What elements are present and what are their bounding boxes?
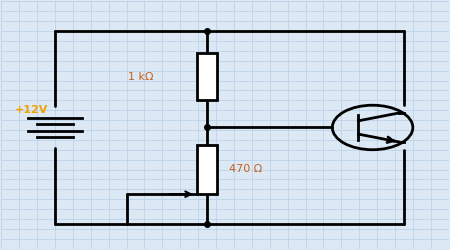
Text: 1 kΩ: 1 kΩ [128, 72, 153, 82]
Text: 470 Ω: 470 Ω [230, 164, 263, 174]
Bar [197, 145, 217, 194]
Text: +12V: +12V [15, 105, 48, 115]
Bar [197, 53, 217, 100]
